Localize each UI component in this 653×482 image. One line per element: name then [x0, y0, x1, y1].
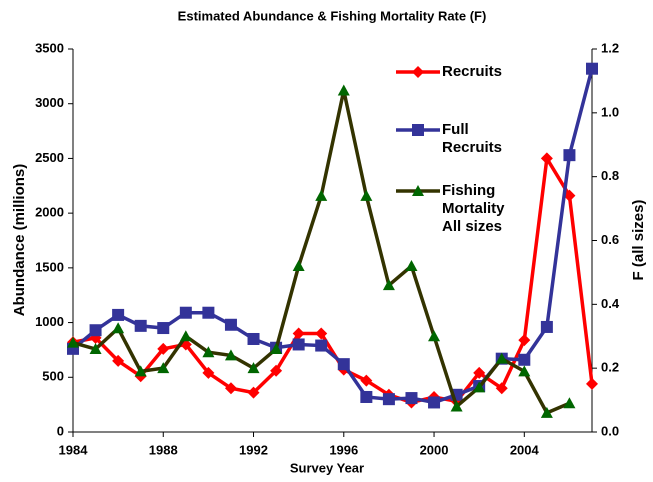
data-point — [292, 327, 305, 340]
data-point — [495, 352, 508, 364]
data-point — [224, 318, 237, 331]
data-point — [473, 381, 486, 393]
data-point — [382, 279, 395, 291]
y-tick-label: 1000 — [35, 314, 64, 329]
legend-label: Fishing Mortality All sizes — [442, 182, 505, 235]
data-point — [134, 319, 147, 332]
data-point — [157, 322, 170, 335]
data-point — [428, 330, 441, 342]
data-point — [224, 349, 237, 361]
y2-tick-label: 1.0 — [601, 104, 619, 119]
data-point — [360, 374, 373, 387]
y2-axis-label: F (all sizes) — [630, 200, 647, 281]
data-point — [202, 306, 215, 319]
y-tick-label: 500 — [42, 369, 64, 384]
data-point — [540, 406, 553, 418]
data-point — [179, 330, 192, 342]
legend-label-box: Recruits — [442, 63, 503, 80]
y-tick-label: 2000 — [35, 205, 64, 220]
y-tick-label: 3000 — [35, 95, 64, 110]
data-point — [428, 396, 441, 409]
data-point — [563, 149, 576, 162]
legend-item: Full Recruits — [396, 121, 503, 156]
legend-item: Recruits — [396, 63, 503, 80]
data-point — [247, 386, 260, 399]
y2-tick-label: 0.6 — [601, 232, 619, 247]
data-point — [270, 343, 283, 355]
x-tick-label: 1996 — [329, 442, 358, 457]
chart-title: Estimated Abundance & Fishing Mortality … — [178, 8, 487, 23]
data-point — [292, 260, 305, 272]
data-point — [112, 308, 125, 321]
y2-tick-label: 1.2 — [601, 40, 619, 55]
legend-marker — [412, 124, 424, 136]
data-point — [586, 377, 598, 390]
y-tick-label: 0 — [57, 423, 64, 438]
data-point — [247, 332, 260, 345]
data-point — [134, 365, 147, 377]
data-point — [89, 324, 102, 337]
data-point — [157, 362, 170, 374]
data-point — [450, 400, 463, 412]
legend-label-box: Full Recruits — [442, 121, 503, 156]
data-point — [270, 364, 283, 377]
data-point — [112, 322, 125, 334]
data-point — [337, 358, 350, 371]
data-point — [405, 260, 418, 272]
data-point — [315, 327, 328, 340]
data-point — [382, 393, 395, 406]
data-point — [518, 334, 531, 347]
legend-item: Fishing Mortality All sizes — [396, 182, 505, 235]
data-point — [540, 152, 553, 165]
data-point — [202, 346, 215, 358]
data-point — [360, 390, 373, 403]
y-tick-label: 2500 — [35, 150, 64, 165]
legend-label: Recruits — [442, 63, 503, 80]
data-point — [495, 382, 508, 395]
x-tick-label: 1988 — [149, 442, 178, 457]
legend-marker — [412, 66, 424, 78]
data-point — [179, 306, 192, 319]
y2-tick-label: 0.0 — [601, 423, 619, 438]
data-point — [518, 353, 531, 366]
data-point — [405, 392, 418, 405]
data-point — [563, 397, 576, 409]
data-point — [360, 189, 373, 201]
y2-tick-label: 0.4 — [601, 296, 620, 311]
y2-tick-label: 0.8 — [601, 168, 619, 183]
x-tick-label: 2000 — [420, 442, 449, 457]
series-line — [72, 153, 594, 405]
data-point — [518, 365, 531, 377]
data-point — [337, 84, 350, 96]
x-tick-label: 2004 — [510, 442, 540, 457]
data-point — [89, 343, 102, 355]
y-tick-label: 1500 — [35, 259, 64, 274]
data-point — [563, 189, 576, 202]
x-tick-label: 1992 — [239, 442, 268, 457]
data-point — [292, 338, 305, 351]
y2-tick-label: 0.2 — [601, 360, 619, 375]
data-point — [315, 189, 328, 201]
data-point — [315, 339, 328, 352]
legend-marker — [412, 185, 424, 196]
x-axis-label: Survey Year — [290, 460, 364, 475]
data-point — [67, 336, 79, 348]
data-point — [586, 62, 598, 75]
y-axis-label: Abundance (millions) — [11, 164, 28, 317]
legend-label-box: Fishing Mortality All sizes — [442, 182, 505, 235]
legend-label: Full Recruits — [442, 121, 503, 156]
data-point — [540, 320, 553, 333]
data-point — [112, 354, 125, 367]
data-point — [473, 366, 486, 379]
y-tick-label: 3500 — [35, 40, 64, 55]
x-tick-label: 1984 — [59, 442, 89, 457]
data-point — [202, 366, 215, 379]
data-point — [224, 382, 237, 395]
data-point — [157, 342, 170, 355]
data-point — [247, 362, 260, 374]
